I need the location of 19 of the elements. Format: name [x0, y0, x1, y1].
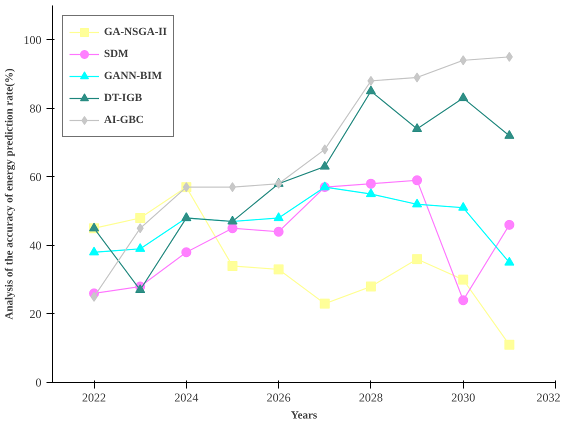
x-tick-label: 2028	[358, 390, 383, 404]
y-tick-label: 0	[36, 376, 42, 390]
x-axis-title: Years	[290, 410, 318, 422]
legend-label: GA-NSGA-II	[104, 26, 167, 38]
x-tick-label: 2030	[451, 390, 476, 404]
x-tick-label: 2024	[174, 390, 198, 404]
legend-label: SDM	[104, 48, 128, 60]
x-tick-label: 2032	[536, 390, 560, 404]
y-tick-label: 60	[30, 170, 42, 184]
x-tick-label: 2022	[82, 390, 106, 404]
x-tick-label: 2026	[266, 390, 291, 404]
y-tick-label: 40	[30, 238, 42, 252]
y-tick-label: 80	[30, 101, 42, 116]
legend-label: DT-IGB	[104, 92, 142, 104]
y-tick-label: 100	[24, 32, 42, 47]
y-axis-title: Analysis of the accuracy of energy prediction rate(%)	[4, 68, 16, 320]
legend-label: AI-GBC	[104, 114, 144, 126]
y-tick-label: 20	[30, 306, 42, 321]
legend-label: GANN-BIM	[104, 70, 162, 82]
